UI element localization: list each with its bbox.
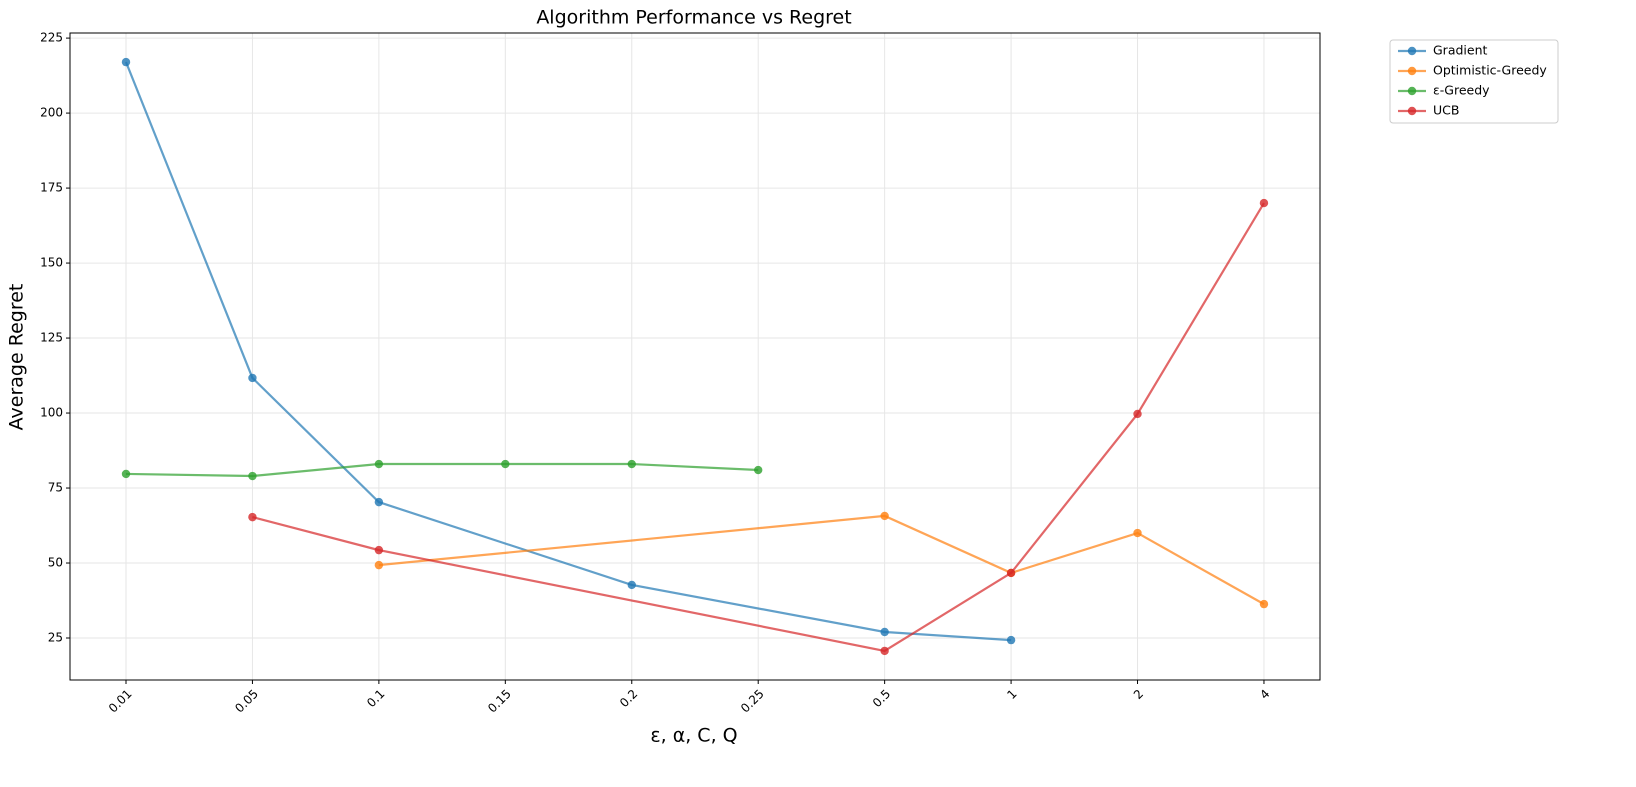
legend-marker [1407, 66, 1417, 76]
series-line [124, 61, 1012, 642]
data-point [501, 459, 510, 469]
y-tick-label: 150 [40, 256, 63, 270]
data-point [374, 497, 384, 507]
data-point [374, 459, 384, 469]
data-point [880, 627, 889, 637]
y-tick-label: 175 [40, 181, 63, 195]
data-point [1006, 635, 1016, 645]
legend-label: UCB [1433, 103, 1459, 118]
legend-box [1389, 39, 1559, 124]
x-tick-label: 4 [1257, 687, 1272, 702]
series-line [252, 202, 1265, 653]
data-point [374, 560, 384, 570]
x-tick-label: 1 [1004, 687, 1019, 702]
data-point [754, 465, 763, 475]
legend-label: Gradient [1433, 43, 1488, 58]
x-tick-label: 0.01 [106, 687, 135, 716]
y-tick-label: 225 [40, 31, 63, 45]
data-point [1006, 568, 1016, 578]
series-line [125, 462, 759, 478]
y-tick-label: 75 [48, 481, 63, 495]
y-tick-label: 125 [40, 331, 63, 345]
x-tick-label: 0.25 [738, 687, 767, 716]
data-point [1133, 409, 1142, 419]
data-point [121, 469, 131, 479]
data-point [121, 57, 131, 67]
legend-marker [1407, 106, 1417, 116]
x-tick-label: 2 [1131, 687, 1146, 702]
legend-marker [1407, 46, 1417, 56]
chart-title: Algorithm Performance vs Regret [536, 7, 851, 29]
x-tick-label: 0.1 [364, 687, 387, 710]
x-tick-label: 0.15 [485, 687, 514, 716]
plot-frame [69, 32, 1321, 681]
data-point [1259, 198, 1269, 208]
legend-label: ε-Greedy [1433, 83, 1490, 98]
legend-marker [1407, 86, 1417, 96]
data-point [1133, 528, 1142, 538]
y-tick-label: 200 [40, 106, 63, 120]
x-tick-label: 0.2 [617, 687, 640, 710]
data-point [248, 512, 257, 522]
series-line [378, 514, 1265, 606]
data-point [880, 511, 889, 521]
x-tick-label: 0.5 [870, 687, 893, 710]
x-axis-label: ε, α, C, Q [650, 725, 737, 747]
data-point [248, 471, 257, 481]
y-tick-label: 100 [40, 406, 63, 420]
data-point [627, 580, 636, 590]
data-point [627, 459, 636, 469]
data-point [880, 646, 889, 656]
data-point [1259, 599, 1269, 609]
data-point [248, 373, 257, 383]
y-axis-label: Average Regret [6, 284, 28, 431]
data-point [374, 545, 384, 555]
x-tick-label: 0.05 [232, 687, 261, 716]
y-tick-label: 25 [48, 631, 63, 645]
legend-label: Optimistic-Greedy [1433, 63, 1547, 78]
y-tick-label: 50 [48, 556, 63, 570]
